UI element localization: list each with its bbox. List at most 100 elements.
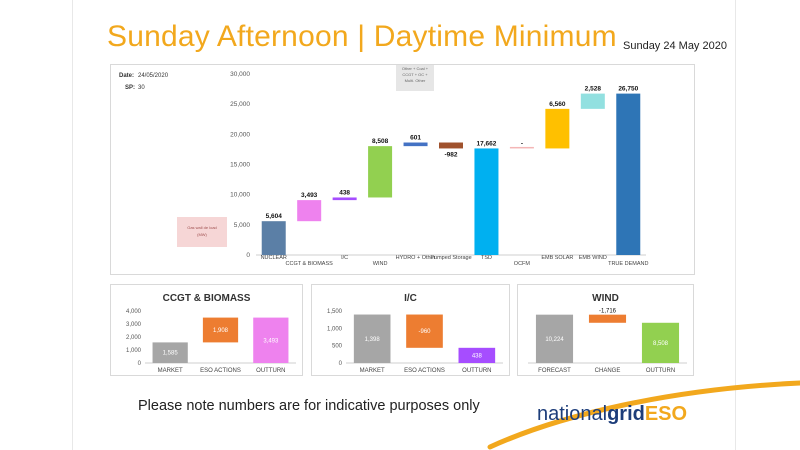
main-x-label: NUCLEAR [261,255,287,261]
small-bar-3 [458,347,496,363]
small-bar-value-label: 1,908 [213,328,229,334]
info-date-value: 24/05/2020 [138,73,169,79]
main-x-label: TSD [481,255,492,261]
main-bar-value-label: 8,508 [372,138,389,145]
main-bar-value-label: 26,750 [618,86,638,93]
small-bar-3 [253,317,289,363]
annotation-pink-box [177,217,227,247]
small-bar-value-label: 10,224 [545,337,564,343]
main-bar-value-label: 17,662 [477,140,497,147]
small-chart-title: I/C [404,293,417,304]
main-x-label: CCGT & BIOMASS [286,261,334,267]
small-y-tick-label: 0 [339,361,343,367]
small-x-label: MARKET [158,368,183,374]
annotation-pink-text: Gas wall de load [187,225,217,230]
annotation-gray-text: Multi. Other [405,78,426,83]
small-x-label: ESO ACTIONS [200,368,241,374]
main-x-label: HYDRO + Other [396,255,436,261]
info-sp-label: SP: [125,85,135,91]
small-x-label: MARKET [360,368,385,374]
small-y-tick-label: 1,500 [327,309,343,315]
small-bar-2 [406,314,443,348]
ic-chart: I/C 0 500 1,000 1,500 1,398 MARKET -960 ESO ACTI… [311,284,510,376]
small-bar-value-label: 1,398 [365,337,381,343]
main-bar-2 [297,200,322,222]
main-y-tick-label: 25,000 [230,101,250,108]
small-y-tick-label: 0 [138,361,142,367]
brand-logo: nationalgridESO [537,403,687,426]
ic-svg: I/C 0 500 1,000 1,500 1,398 MARKET -960 ESO ACTI… [327,293,503,374]
brand-swoosh [487,380,800,450]
main-bar-8 [509,146,534,149]
main-x-label: WIND [373,261,388,267]
main-bar-4 [368,146,393,198]
main-bar-9 [545,108,570,149]
small-bar-value-label: 3,493 [263,338,279,344]
main-y-tick-label: 30,000 [230,71,250,78]
slide-title: Sunday Afternoon | Daytime Minimum [107,20,617,53]
main-bar-value-label: 2,528 [585,86,602,93]
main-bar-7 [474,148,499,255]
small-bar-value-label: -960 [418,329,431,335]
small-bar-value-label: 438 [472,353,483,359]
main-bar-5 [403,142,428,147]
main-bar-value-label: 5,604 [266,213,283,220]
main-y-tick-label: 5,000 [234,222,251,229]
ccgt-biomass-chart: CCGT & BIOMASS 0 1,000 2,000 3,000 4,000 1,585… [110,284,303,376]
main-waterfall-chart: Date: 24/05/2020 SP: 30 0 5,000 10,000 15,000 20… [110,63,695,275]
disclaimer-note: Please note numbers are for indicative p… [138,398,480,414]
main-y-tick-label: 20,000 [230,131,250,138]
wind-chart: WIND 10,224 FORECAST -1,716 CHANGE 8,508 OUTTU… [517,284,694,376]
annotation-gray-text: Other + Coal + [402,66,429,71]
main-bar-value-label: 601 [410,135,421,142]
annotation-gray-box [396,63,434,91]
main-y-tick-label: 10,000 [230,192,250,199]
ccgt-biomass-svg: CCGT & BIOMASS 0 1,000 2,000 3,000 4,000 1,585… [126,293,296,374]
annotation-pink-text: (MW) [197,232,207,237]
small-bar-1 [353,314,391,363]
brand-part-eso: ESO [644,403,688,425]
main-y-tick-label: 15,000 [230,162,250,169]
wind-svg: WIND 10,224 FORECAST -1,716 CHANGE 8,508 OUTTU… [528,293,687,374]
info-date-label: Date: [119,73,134,79]
small-bar-3 [641,322,680,363]
small-x-label: OUTTURN [256,368,285,374]
main-y-tick-label: 0 [246,252,250,259]
small-chart-title: CCGT & BIOMASS [163,293,251,304]
main-bar-6 [439,142,463,149]
main-bar-value-label: - [521,140,523,147]
small-y-tick-label: 500 [332,344,343,350]
slide-date: Sunday 24 May 2020 [623,40,727,52]
small-bar-1 [152,342,188,363]
small-y-tick-label: 4,000 [126,309,142,315]
main-bar-value-label: -982 [444,151,457,158]
small-y-tick-label: 1,000 [126,348,142,354]
brand-part-national: national [537,403,608,425]
small-bar-1 [535,314,574,363]
main-x-label: OCFM [514,261,531,267]
small-y-tick-label: 2,000 [126,335,142,341]
main-x-label: TRUE DEMAND [608,261,648,267]
small-y-tick-label: 1,000 [327,326,343,332]
main-x-label: EMB WIND [579,255,607,261]
main-x-label: I/C [341,255,348,261]
small-bar-value-label: 1,585 [163,351,179,357]
small-bar-2 [202,317,239,343]
small-x-label: OUTTURN [462,368,491,374]
main-bar-value-label: 438 [339,189,350,196]
main-bar-value-label: 3,493 [301,192,318,199]
main-bar-10 [580,93,605,109]
small-bar-value-label: -1,716 [599,309,617,315]
small-x-label: FORECAST [538,368,571,374]
brand-part-grid: grid [607,403,645,425]
slide-frame [72,0,736,450]
info-sp-value: 30 [138,85,145,91]
small-x-label: CHANGE [595,368,621,374]
small-y-tick-label: 3,000 [126,322,142,328]
small-bar-value-label: 8,508 [653,341,669,347]
annotation-gray-text: CCGT + OC + [402,72,428,77]
main-x-label: Pumped Storage [430,255,471,261]
main-bar-1 [261,221,286,255]
main-bar-value-label: 6,560 [549,101,566,108]
